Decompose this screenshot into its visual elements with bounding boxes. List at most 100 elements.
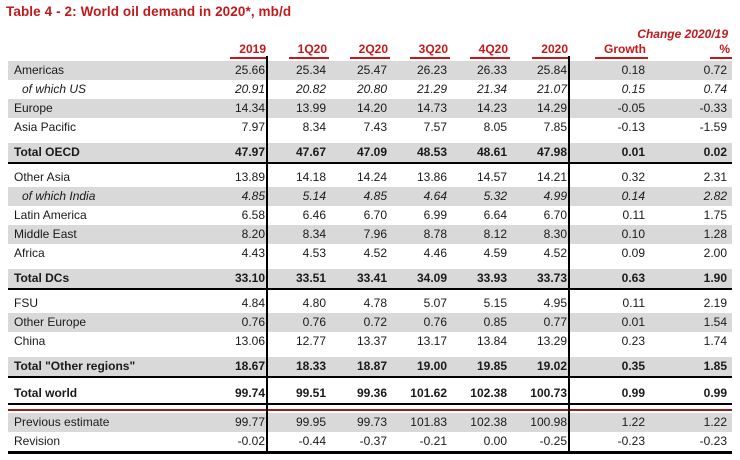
cell-4q20: 102.38 — [470, 386, 507, 400]
cell-2020: 100.73 — [530, 386, 567, 400]
cell-3q20: 21.29 — [416, 82, 447, 96]
cell-2020: 14.21 — [536, 170, 567, 184]
table-row-10: Total DCs 33.10 33.51 33.41 34.09 33.93 33.73… — [8, 269, 732, 290]
cell-growth: 0.63 — [621, 271, 645, 285]
cell-3q20: 5.07 — [423, 296, 447, 310]
cell-4q20: 33.93 — [476, 271, 507, 285]
cell-growth: 0.01 — [621, 315, 645, 329]
cell-2019: 25.66 — [234, 63, 265, 77]
cell-2019: 18.67 — [234, 359, 265, 373]
cell-2019: 0.76 — [241, 315, 265, 329]
cell-4q20: 8.05 — [483, 120, 507, 134]
table-row-3: Asia Pacific 7.97 8.34 7.43 7.57 8.05 7.85 -0.… — [8, 118, 732, 137]
cell-2q20: 7.43 — [363, 120, 387, 134]
cell-2q20: 47.09 — [356, 145, 387, 159]
col-header-percent: % — [648, 42, 732, 59]
cell-2020: 25.84 — [536, 63, 567, 77]
cell-2q20: 99.73 — [356, 415, 387, 429]
cell-3q20: 0.76 — [423, 315, 447, 329]
cell-2q20: 4.52 — [363, 246, 387, 260]
row-label: Total world — [14, 386, 78, 400]
vertical-divider-left — [266, 56, 268, 451]
cell-1q20: 33.51 — [295, 271, 326, 285]
cell-2q20: -0.37 — [359, 434, 387, 448]
cell-2q20: 4.85 — [363, 189, 387, 203]
row-label: Latin America — [14, 208, 87, 222]
cell-4q20: 8.12 — [483, 227, 507, 241]
cell-4q20: 5.32 — [483, 189, 507, 203]
cell-4q20: 6.64 — [483, 208, 507, 222]
cell-3q20: 14.73 — [416, 101, 447, 115]
cell-growth: 0.99 — [621, 386, 645, 400]
cell-2020: 4.99 — [543, 189, 567, 203]
cell-2020: 4.52 — [543, 246, 567, 260]
row-label: of which US — [22, 82, 87, 96]
table-row-7: Latin America 6.58 6.46 6.70 6.99 6.64 6.70 0.… — [8, 206, 732, 225]
cell-3q20: 34.09 — [416, 271, 447, 285]
cell-percent: -0.33 — [699, 101, 727, 115]
row-label: Africa — [14, 246, 45, 260]
cell-2q20: 18.87 — [356, 359, 387, 373]
cell-2019: 6.58 — [241, 208, 265, 222]
cell-1q20: 99.95 — [295, 415, 326, 429]
change-header-label: Change 2020/19 — [637, 27, 728, 41]
cell-percent: 1.90 — [703, 271, 727, 285]
row-label: Other Europe — [14, 315, 87, 329]
cell-2019: 7.97 — [241, 120, 265, 134]
col-header-4q20: 4Q20 — [450, 42, 510, 59]
cell-percent: 1.54 — [703, 315, 727, 329]
cell-3q20: 8.78 — [423, 227, 447, 241]
cell-2q20: 7.96 — [363, 227, 387, 241]
table-row-17: Revision -0.02 -0.44 -0.37 -0.21 0.00 -0.25 -0… — [8, 432, 732, 451]
cell-growth: 0.14 — [621, 189, 645, 203]
table-row-4: Total OECD 47.97 47.67 47.09 48.53 48.61 47.9… — [8, 143, 732, 164]
cell-3q20: 13.17 — [416, 334, 447, 348]
cell-1q20: 8.34 — [302, 120, 326, 134]
cell-1q20: 14.18 — [295, 170, 326, 184]
col-header-2q20: 2Q20 — [329, 42, 390, 59]
cell-1q20: 4.80 — [302, 296, 326, 310]
cell-2019: 4.84 — [241, 296, 265, 310]
cell-2020: 6.70 — [543, 208, 567, 222]
cell-growth: 0.01 — [621, 145, 645, 159]
col-header-3q20: 3Q20 — [390, 42, 450, 59]
col-header-1q20: 1Q20 — [268, 42, 329, 59]
row-label: Europe — [14, 101, 53, 115]
cell-growth: 0.18 — [621, 63, 645, 77]
cell-2020: 47.98 — [536, 145, 567, 159]
cell-2q20: 20.80 — [356, 82, 387, 96]
cell-4q20: 21.34 — [476, 82, 507, 96]
cell-2019: 4.85 — [241, 189, 265, 203]
row-label: Revision — [14, 434, 61, 448]
cell-percent: 2.19 — [703, 296, 727, 310]
cell-3q20: 4.46 — [423, 246, 447, 260]
column-header-row: 2019 1Q20 2Q20 3Q20 4Q20 2020 Growth % — [8, 42, 732, 59]
cell-percent: 0.02 — [703, 145, 727, 159]
row-label: Total OECD — [14, 145, 80, 159]
cell-4q20: 0.85 — [483, 315, 507, 329]
table-row-15: Total world 99.74 99.51 99.36 101.62 102.38 1… — [8, 384, 732, 405]
row-label: Total DCs — [14, 271, 70, 285]
cell-2q20: 4.78 — [363, 296, 387, 310]
col-header-2020: 2020 — [510, 42, 570, 59]
cell-2019: 4.43 — [241, 246, 265, 260]
cell-4q20: 5.15 — [483, 296, 507, 310]
row-label: Americas — [14, 63, 65, 77]
cell-growth: 0.15 — [621, 82, 645, 96]
cell-2020: 19.02 — [536, 359, 567, 373]
cell-2020: 21.07 — [536, 82, 567, 96]
cell-1q20: 0.76 — [302, 315, 326, 329]
cell-4q20: 4.59 — [483, 246, 507, 260]
cell-1q20: 25.34 — [295, 63, 326, 77]
table-row-8: Middle East 8.20 8.34 7.96 8.78 8.12 8.30 0.10… — [8, 225, 732, 244]
row-label: Total "Other regions" — [14, 359, 136, 373]
cell-percent: 1.22 — [703, 415, 727, 429]
cell-2q20: 99.36 — [356, 386, 387, 400]
row-label: China — [14, 334, 46, 348]
cell-percent: 0.99 — [703, 386, 727, 400]
cell-3q20: 48.53 — [416, 145, 447, 159]
cell-1q20: 13.99 — [295, 101, 326, 115]
cell-2019: 47.97 — [234, 145, 265, 159]
cell-1q20: 12.77 — [295, 334, 326, 348]
